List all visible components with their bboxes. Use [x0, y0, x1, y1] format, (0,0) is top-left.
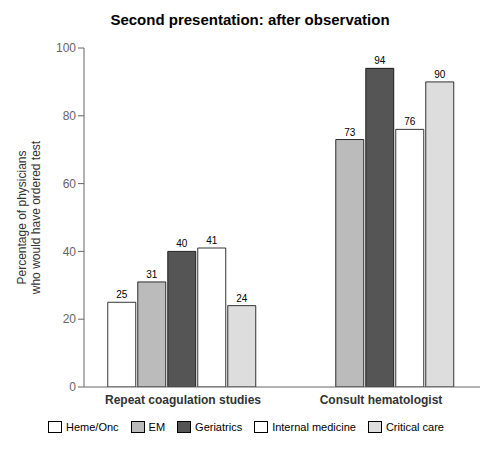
html-text:Geriatrics: Geriatrics: [195, 421, 243, 433]
svg-text:20: 20: [63, 312, 77, 326]
svg-text:0: 0: [69, 380, 76, 394]
html-text:Critical care: Critical care: [385, 421, 444, 433]
svg-text:25: 25: [116, 289, 128, 300]
svg-text:Consult hematologist: Consult hematologist: [320, 393, 443, 407]
html-text:Internal medicine: Internal medicine: [272, 421, 356, 433]
svg-text:90: 90: [434, 69, 446, 80]
svg-text:60: 60: [63, 177, 77, 191]
svg-text:40: 40: [176, 238, 188, 249]
html-text:Heme/Onc: Heme/Onc: [66, 421, 119, 433]
svg-text:Percentage of physicianswho wo: Percentage of physicianswho would have o…: [15, 140, 43, 295]
svg-text:73: 73: [344, 127, 356, 138]
html-text:EM: EM: [148, 421, 166, 433]
svg-text:Repeat coagulation studies: Repeat coagulation studies: [105, 393, 261, 407]
svg-text:80: 80: [63, 109, 77, 123]
svg-text:40: 40: [63, 245, 77, 259]
html-text:Second presentation: after obs: Second presentation: after observation: [110, 11, 390, 28]
svg-text:100: 100: [56, 41, 76, 55]
svg-text:76: 76: [404, 116, 416, 127]
svg-text:24: 24: [236, 293, 248, 304]
svg-text:31: 31: [146, 269, 158, 280]
svg-text:41: 41: [206, 235, 218, 246]
svg-text:94: 94: [374, 55, 386, 66]
